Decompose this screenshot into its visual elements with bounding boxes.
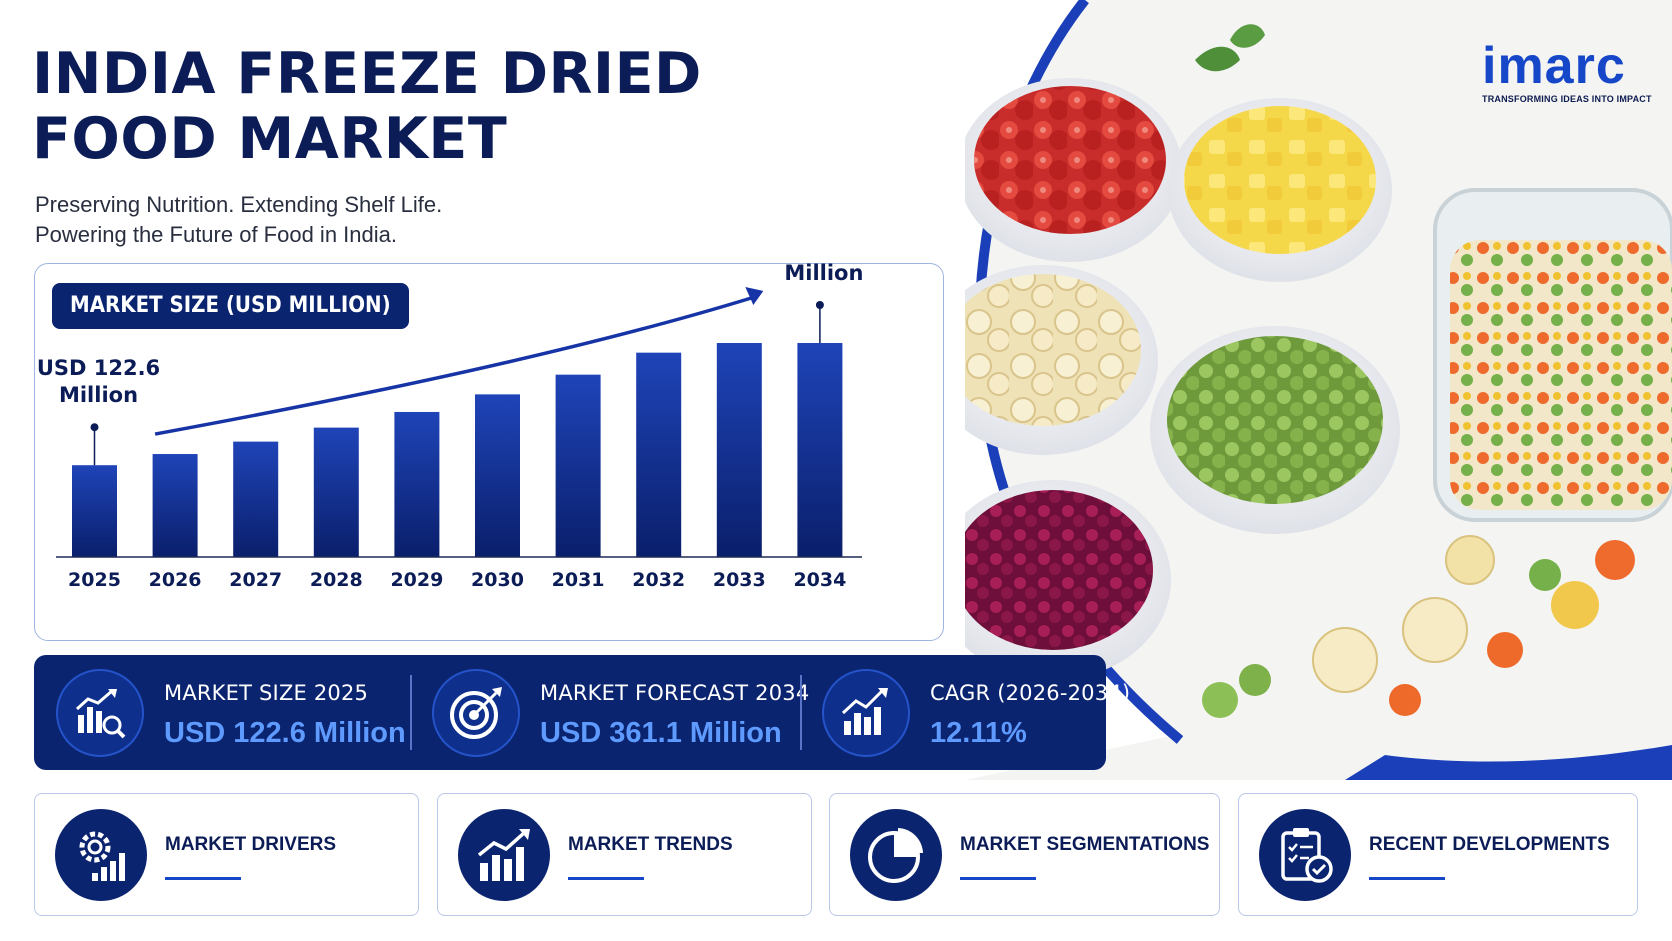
card-recent-developments[interactable]: RECENT DEVELOPMENTS [1238,793,1638,916]
stat-cagr: CAGR (2026-2034) 12.11% [800,655,1130,770]
bar-2025 [72,465,117,557]
x-tick-label: 2034 [793,569,846,591]
x-tick-label: 2029 [390,569,443,591]
data-label: USD 122.6 [37,356,160,380]
logo-wordmark: imarc [1482,37,1626,95]
data-label: Million [59,383,138,407]
card-label: MARKET SEGMENTATIONS [960,834,1210,855]
stat-value: USD 361.1 Million [540,717,782,749]
chart-title-badge: MARKET SIZE (USD MILLION) [52,283,409,329]
target-icon [432,669,520,757]
card-market-trends[interactable]: MARKET TRENDS [437,793,812,916]
card-underline [568,877,644,880]
bar-2027 [233,441,279,557]
x-tick-label: 2031 [552,569,605,591]
market-size-bar-chart: 2025 2026 2027 2028 2029 2030 2031 2032 2033 2034… [37,263,864,591]
card-label: RECENT DEVELOPMENTS [1369,834,1610,855]
stat-divider [800,675,802,750]
x-tick-label: 2030 [471,569,524,591]
data-label: Million [784,263,863,285]
x-tick-label: 2028 [310,569,363,591]
page-title: INDIA FREEZE DRIED FOOD MARKET [32,41,702,172]
card-underline [1369,877,1445,880]
stat-label: CAGR (2026-2034) [930,681,1131,705]
card-market-segmentations[interactable]: MARKET SEGMENTATIONS [829,793,1220,916]
bar-2033 [716,343,762,557]
x-tick-label: 2032 [632,569,685,591]
bar-2026 [152,454,198,557]
food-bowls-illustration [928,0,1672,780]
annotation-dot [90,423,99,432]
card-label: MARKET TRENDS [568,834,733,855]
card-underline [960,877,1036,880]
key-stats-band: MARKET SIZE 2025 USD 122.6 Million MARKE… [34,655,1130,770]
chart-magnifier-icon [56,669,144,757]
food-photo [928,0,1672,780]
page-subtitle: Preserving Nutrition. Extending Shelf Li… [35,192,443,247]
logo-tagline: TRANSFORMING IDEAS INTO IMPACT [1482,94,1652,104]
bar-2029 [394,411,440,557]
trend-arrow-line [154,296,752,436]
stat-value: USD 122.6 Million [164,717,406,749]
x-tick-label: 2025 [68,569,121,591]
gear-chart-icon [55,809,147,901]
stat-label: MARKET SIZE 2025 [164,681,369,705]
stat-market-forecast-2034: MARKET FORECAST 2034 USD 361.1 Million [410,655,809,770]
x-tick-label: 2027 [229,569,282,591]
stat-label: MARKET FORECAST 2034 [540,681,810,705]
bar-2028 [313,427,359,557]
bar-2030 [475,394,520,557]
imarc-logo: imarc TRANSFORMING IDEAS INTO IMPACT [1482,40,1652,104]
x-tick-label: 2026 [149,569,202,591]
clipboard-check-icon [1259,809,1351,901]
stat-market-size-2025: MARKET SIZE 2025 USD 122.6 Million [34,655,406,770]
annotation-dot [815,301,824,309]
card-underline [165,877,241,880]
card-label: MARKET DRIVERS [165,834,337,855]
pie-chart-icon [850,809,942,901]
card-market-drivers[interactable]: MARKET DRIVERS [34,793,419,916]
stat-divider [410,675,412,750]
growth-chart-icon [822,669,910,757]
bar-2034 [797,343,843,557]
trend-arrow-head [745,287,764,305]
stat-value: 12.11% [930,717,1027,749]
x-tick-label: 2033 [713,569,766,591]
bar-2031 [555,374,601,557]
bar-2032 [636,352,682,557]
trend-chart-icon [458,809,550,901]
